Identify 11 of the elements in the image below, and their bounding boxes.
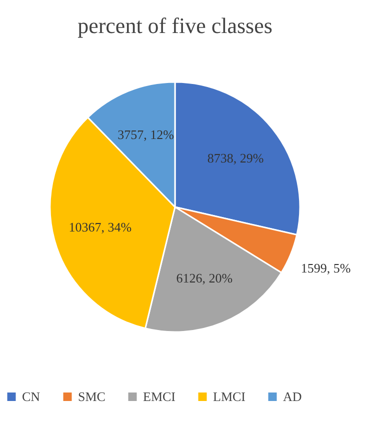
data-label: 10367, 34%: [68, 219, 132, 234]
legend-label: LMCI: [213, 388, 246, 404]
chart-title: percent of five classes: [78, 13, 272, 38]
data-label: 3757, 12%: [118, 127, 174, 142]
legend-label: AD: [283, 388, 302, 404]
data-label: 6126, 20%: [176, 270, 233, 286]
legend-label: EMCI: [143, 388, 176, 404]
data-label: 1599, 5%: [300, 260, 351, 276]
legend-label: SMC: [78, 388, 106, 404]
data-label: 8738, 29%: [207, 150, 264, 166]
legend-label: CN: [22, 388, 41, 404]
